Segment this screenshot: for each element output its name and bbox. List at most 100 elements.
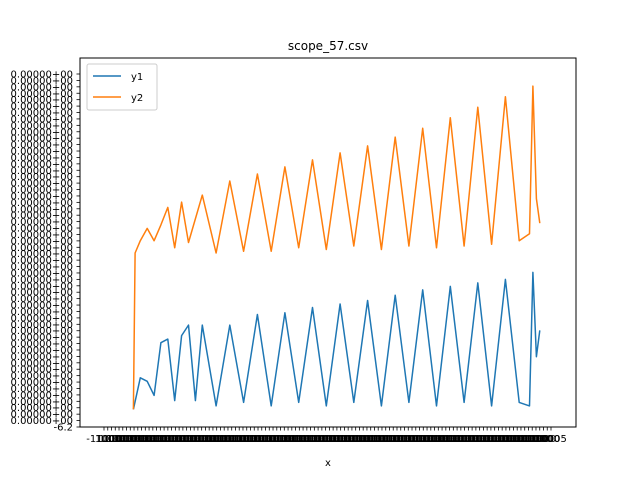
x-tick-label: 1000 [471,434,496,445]
legend-label-y1: y1 [131,72,143,83]
x-tick-label: 1000 [384,434,409,445]
y-tick-label: 0.00000+00 [11,211,73,222]
x-tick-label: 1000 [103,434,128,445]
x-tick-label: 1000 [339,434,364,445]
x-tick-label: 1000 [275,434,300,445]
x-tick-label: 1000 [399,434,424,445]
y-tick-label: 0.00000+00 [11,95,73,106]
y-tick-label: 0.00000+00 [11,140,73,151]
y-tick-label: 0.00000+00 [11,281,73,292]
legend: y1 y2 [86,63,158,111]
x-tick-label: 1000 [215,434,240,445]
y-tick-label: 0.00000+00 [11,127,73,138]
x-tick-label: 1000 [140,434,165,445]
x-tick-label: 1000 [264,434,289,445]
x-tick-label: 1000 [437,434,462,445]
x-tick-label: 1000 [504,434,529,445]
x-tick-label: -11000 [86,434,121,445]
x-tick-label: 1000 [298,434,323,445]
x-tick-label: 1000 [155,434,180,445]
x-tick-label: 1000 [392,434,417,445]
x-tick-label: 1000 [332,434,357,445]
x-tick-label: 1000 [163,434,188,445]
x-tick-label: 1000 [452,434,477,445]
x-tick-label: 1000 [200,434,225,445]
x-tick-label: 1000 [350,434,375,445]
y-tick-label: 0.00000+00 [11,179,73,190]
y-tick-label: 0.00000+00 [11,371,73,382]
x-tick-label: 1000 [531,434,556,445]
x-tick-label: 1000 [234,434,259,445]
x-tick-label: 1000 [328,434,353,445]
y-tick-label: 0.00000+00 [11,134,73,145]
y-tick-label: 0.00000+00 [11,256,73,267]
y-tick-label: 0.00000+00 [11,204,73,215]
x-tick-label: 1000 [313,434,338,445]
y-tick-label: 0.00000+00 [11,191,73,202]
y-tick-label: 0.00000+00 [11,82,73,93]
x-tick-label: 1000 [283,434,308,445]
y-tick-label: 0.00000+00 [11,365,73,376]
x-tick-label: 1000 [373,434,398,445]
x-tick-label: 1000 [178,434,203,445]
x-tick-label: 1000 [512,434,537,445]
y-tick-label: 0.00000+00 [11,352,73,363]
x-tick-label: 1000 [181,434,206,445]
x-tick-label: 1000 [196,434,221,445]
x-tick-label: 1000 [118,434,143,445]
x-tick-label: 1000 [99,434,124,445]
x-tick-label: 1000 [441,434,466,445]
series-line-y2 [132,85,541,410]
x-tick-label: 1000 [223,434,248,445]
y-tick-label: 0.00000+00 [11,121,73,132]
x-tick-label: 1000 [95,434,120,445]
x-tick-label: 1000 [144,434,169,445]
x-tick-label: 1000 [159,434,184,445]
x-tick-label: 1000 [493,434,518,445]
y-tick-label: 0.00000+00 [11,76,73,87]
x-tick-label: 1000 [279,434,304,445]
x-tick-label: 1000 [422,434,447,445]
x-tick-label: 1000 [317,434,342,445]
x-tick-label: 1000 [467,434,492,445]
x-tick-label: 1000 [227,434,252,445]
y-tick-label: 0.00000+00 [11,397,73,408]
x-tick-label: 1000 [474,434,499,445]
y-tick-label: 0.00000+00 [11,345,73,356]
y-tick-label: 0.00000+00 [11,403,73,414]
legend-label-y2: y2 [131,93,143,104]
x-tick-label: 1000 [501,434,526,445]
x-tick-label: 1000 [381,434,406,445]
x-tick-label: 1000 [238,434,263,445]
x-tick-label: 1000 [407,434,432,445]
y-tick-label: 0.00000+00 [11,217,73,228]
x-tick-label: 1000 [148,434,173,445]
y-tick-label: 0.00000+00 [11,185,73,196]
y-tick-label: 0.00000+00 [11,294,73,305]
x-tick-label: 1000 [268,434,293,445]
x-tick-label: 1000 [388,434,413,445]
x-tick-label: 1000 [185,434,210,445]
x-tick-label: 1000 [369,434,394,445]
x-tick-label: 1000 [305,434,330,445]
y-tick-label: 0.00000+00 [11,102,73,113]
y-tick-label: 0.00000+00 [11,172,73,183]
y-tick-labels: 0.00000+000.00000+000.00000+000.00000+00… [11,70,80,434]
x-tick-label: 1000 [245,434,270,445]
x-tick-label: 1000 [448,434,473,445]
x-tick-label: 1000 [302,434,327,445]
x-tick-label: 1000 [193,434,218,445]
x-tick-label: 1000 [403,434,428,445]
x-tick-label: 1000 [219,434,244,445]
x-tick-label: 1000 [170,434,195,445]
x-tick-label: 1000 [249,434,274,445]
y-tick-label: 0.00000+00 [11,153,73,164]
y-tick-label: 0.00000+00 [11,416,73,427]
x-tick-label: 1000 [208,434,233,445]
x-tick-label: 1000 [121,434,146,445]
y-tick-label: 0.00000+00 [11,410,73,421]
x-tick-label: 1000 [365,434,390,445]
x-tick-label: 1000 [257,434,282,445]
x-tick-label: 1000 [343,434,368,445]
x-tick-label: 1000 [396,434,421,445]
